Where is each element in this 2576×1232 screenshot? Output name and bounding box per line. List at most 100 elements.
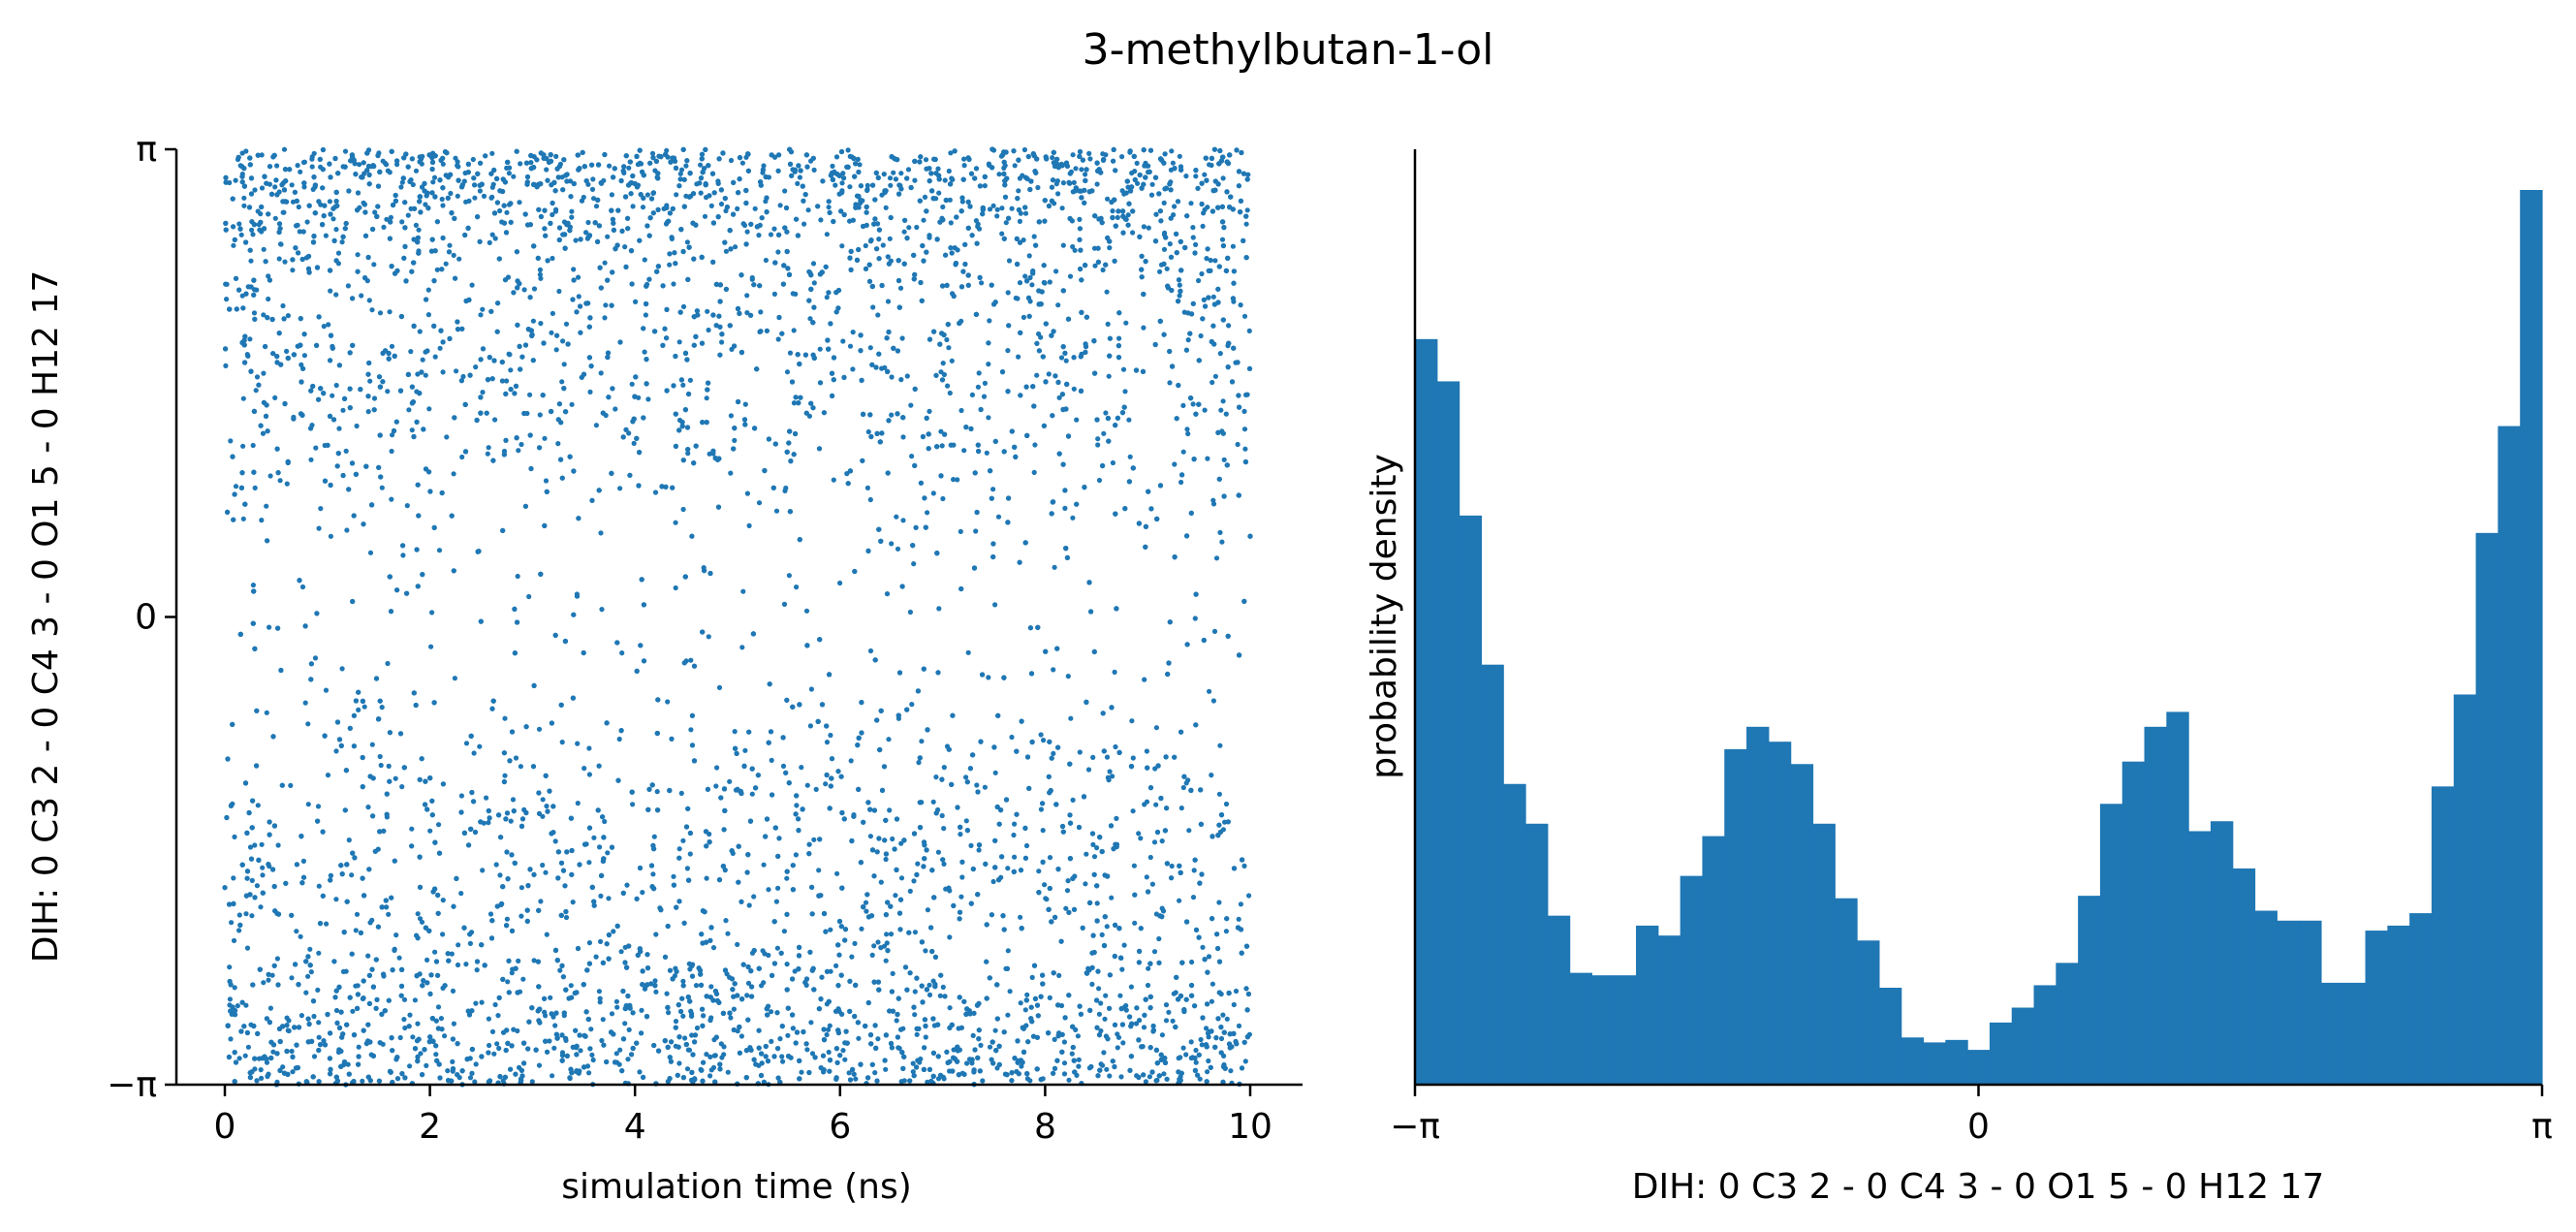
scatter-point bbox=[828, 732, 833, 739]
scatter-point bbox=[840, 338, 846, 344]
scatter-point bbox=[1141, 224, 1147, 230]
scatter-point bbox=[1163, 1018, 1170, 1024]
scatter-point bbox=[630, 204, 636, 209]
scatter-point bbox=[1077, 749, 1083, 755]
scatter-point bbox=[933, 774, 939, 780]
scatter-point bbox=[974, 782, 980, 788]
scatter-point bbox=[486, 1016, 491, 1022]
scatter-point bbox=[794, 803, 800, 808]
scatter-point bbox=[898, 171, 904, 176]
scatter-point bbox=[640, 205, 646, 210]
scatter-point bbox=[1199, 1042, 1205, 1048]
scatter-point bbox=[686, 1047, 693, 1053]
scatter-point bbox=[1202, 206, 1208, 212]
scatter-point bbox=[735, 1028, 740, 1034]
scatter-point bbox=[511, 174, 517, 179]
scatter-point bbox=[817, 346, 823, 352]
scatter-point bbox=[1046, 371, 1052, 377]
scatter-point bbox=[1070, 515, 1076, 521]
scatter-point bbox=[333, 1007, 340, 1014]
scatter-point bbox=[333, 227, 339, 233]
scatter-point bbox=[259, 1075, 265, 1081]
scatter-point bbox=[550, 255, 555, 262]
scatter-point bbox=[1096, 477, 1103, 484]
scatter-point bbox=[735, 941, 740, 948]
scatter-point bbox=[343, 448, 349, 454]
scatter-point bbox=[1242, 446, 1248, 452]
scatter-point bbox=[236, 912, 242, 918]
scatter-point bbox=[372, 209, 378, 215]
scatter-point bbox=[1191, 868, 1197, 873]
scatter-point bbox=[739, 160, 746, 166]
scatter-point bbox=[467, 940, 473, 947]
scatter-point bbox=[1197, 1076, 1203, 1082]
scatter-point bbox=[864, 908, 869, 914]
scatter-point bbox=[1161, 200, 1167, 205]
scatter-point bbox=[818, 217, 824, 223]
scatter-point bbox=[1070, 243, 1076, 250]
scatter-point bbox=[1186, 828, 1192, 834]
scatter-point bbox=[239, 293, 245, 299]
scatter-point bbox=[492, 236, 498, 241]
scatter-point bbox=[478, 312, 484, 318]
scatter-point bbox=[575, 741, 581, 746]
scatter-point bbox=[611, 929, 616, 934]
scatter-point bbox=[259, 152, 265, 158]
scatter-point bbox=[429, 610, 435, 616]
scatter-point bbox=[1036, 869, 1042, 874]
scatter-point bbox=[1038, 334, 1044, 340]
scatter-point bbox=[335, 250, 342, 256]
scatter-point bbox=[568, 983, 574, 989]
scatter-point bbox=[415, 911, 421, 917]
scatter-point bbox=[542, 435, 548, 441]
scatter-point bbox=[1147, 1074, 1152, 1080]
scatter-point bbox=[285, 313, 291, 319]
scatter-point bbox=[272, 215, 278, 221]
scatter-point bbox=[1217, 529, 1223, 536]
scatter-point bbox=[990, 487, 996, 492]
scatter-point bbox=[883, 205, 889, 210]
scatter-point bbox=[253, 388, 259, 394]
scatter-point bbox=[845, 147, 851, 153]
scatter-point bbox=[914, 224, 920, 231]
scatter-point bbox=[1146, 965, 1151, 971]
scatter-point bbox=[847, 184, 853, 190]
scatter-point bbox=[771, 291, 778, 297]
scatter-point bbox=[584, 1063, 591, 1069]
scatter-point bbox=[232, 834, 237, 840]
scatter-point bbox=[390, 432, 395, 438]
scatter-point bbox=[864, 485, 871, 490]
scatter-point bbox=[333, 897, 339, 902]
scatter-point bbox=[723, 248, 730, 254]
scatter-point bbox=[1202, 407, 1208, 413]
scatter-point bbox=[1210, 501, 1217, 507]
scatter-point bbox=[1034, 372, 1040, 378]
scatter-point bbox=[489, 150, 495, 156]
scatter-point bbox=[622, 244, 628, 250]
scatter-point bbox=[609, 192, 615, 198]
scatter-point bbox=[1074, 417, 1080, 423]
scatter-point bbox=[887, 175, 894, 181]
scatter-point bbox=[1198, 1036, 1204, 1043]
scatter-point bbox=[883, 856, 889, 863]
scatter-point bbox=[1147, 854, 1153, 861]
scatter-point bbox=[1061, 1060, 1068, 1066]
scatter-point bbox=[900, 434, 906, 440]
scatter-point bbox=[912, 930, 919, 935]
scatter-point bbox=[1159, 838, 1165, 844]
scatter-point bbox=[1241, 863, 1247, 869]
scatter-point bbox=[787, 350, 794, 356]
scatter-point bbox=[898, 840, 904, 846]
scatter-point bbox=[718, 201, 725, 207]
scatter-point bbox=[980, 1078, 986, 1084]
scatter-point bbox=[400, 553, 406, 558]
scatter-point bbox=[233, 177, 238, 183]
scatter-point bbox=[889, 374, 895, 380]
scatter-point bbox=[1220, 175, 1226, 181]
scatter-point bbox=[1199, 270, 1205, 277]
scatter-point bbox=[326, 322, 331, 328]
scatter-point bbox=[986, 675, 991, 680]
scatter-point bbox=[333, 748, 339, 754]
scatter-point bbox=[1023, 842, 1030, 849]
scatter-point bbox=[407, 1063, 413, 1069]
